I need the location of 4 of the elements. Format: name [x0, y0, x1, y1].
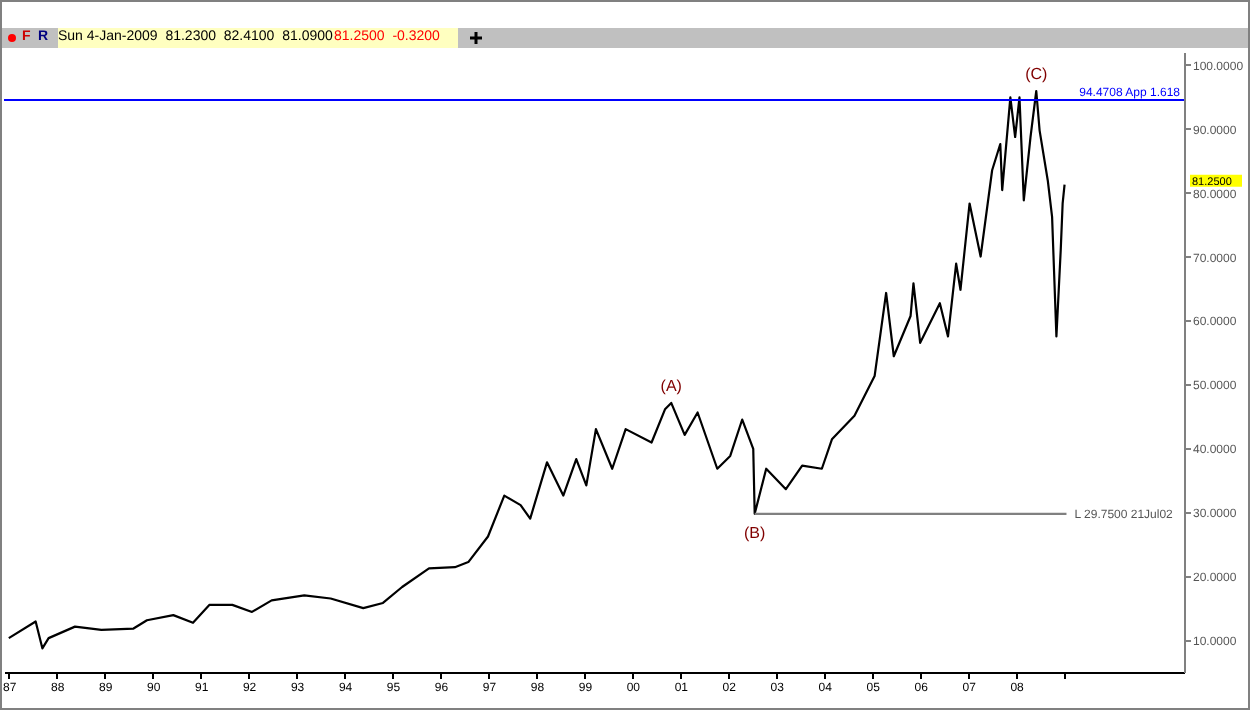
annotation: (B)	[744, 523, 767, 542]
line-series	[7, 89, 1066, 650]
annotation: (C)	[1025, 64, 1049, 83]
annotation: (A)	[660, 376, 683, 395]
